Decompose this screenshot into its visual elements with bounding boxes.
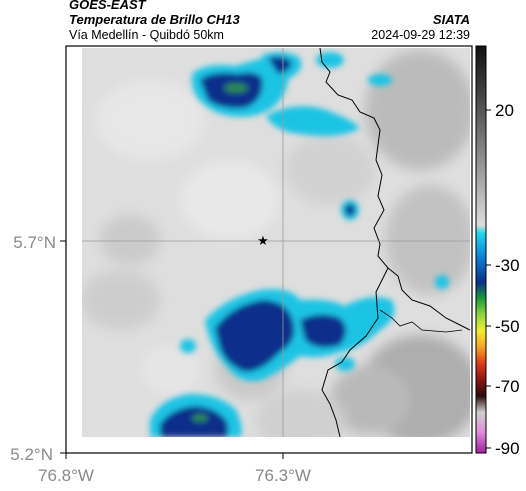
border-line: [319, 48, 470, 331]
product-title: Temperatura de Brillo CH13: [69, 12, 240, 27]
colorbar-tick-minus50: -50: [495, 317, 520, 336]
satellite-source: GOES-EAST: [69, 0, 146, 12]
agency-label: SIATA: [432, 12, 470, 27]
colorbar-tick-20: 20: [495, 101, 514, 120]
colorbar-tick-minus30: -30: [495, 256, 520, 275]
colorbar: 20 -30 -50 -70 -90: [475, 45, 520, 458]
location-star-icon: ★: [257, 233, 269, 248]
lat-label-5-7: 5.7°N: [13, 233, 56, 252]
lon-label-76-8: 76.8°W: [38, 466, 94, 485]
timestamp-label: 2024-09-29 12:39: [371, 28, 470, 42]
colorbar-tick-minus90: -90: [495, 439, 520, 458]
lon-label-76-3: 76.3°W: [255, 466, 311, 485]
region-label: Vía Medellín - Quibdó 50km: [69, 28, 224, 42]
colorbar-tick-minus70: -70: [495, 377, 520, 396]
lat-label-5-2: 5.2°N: [10, 445, 53, 464]
brightness-temperature-field: [82, 48, 470, 437]
